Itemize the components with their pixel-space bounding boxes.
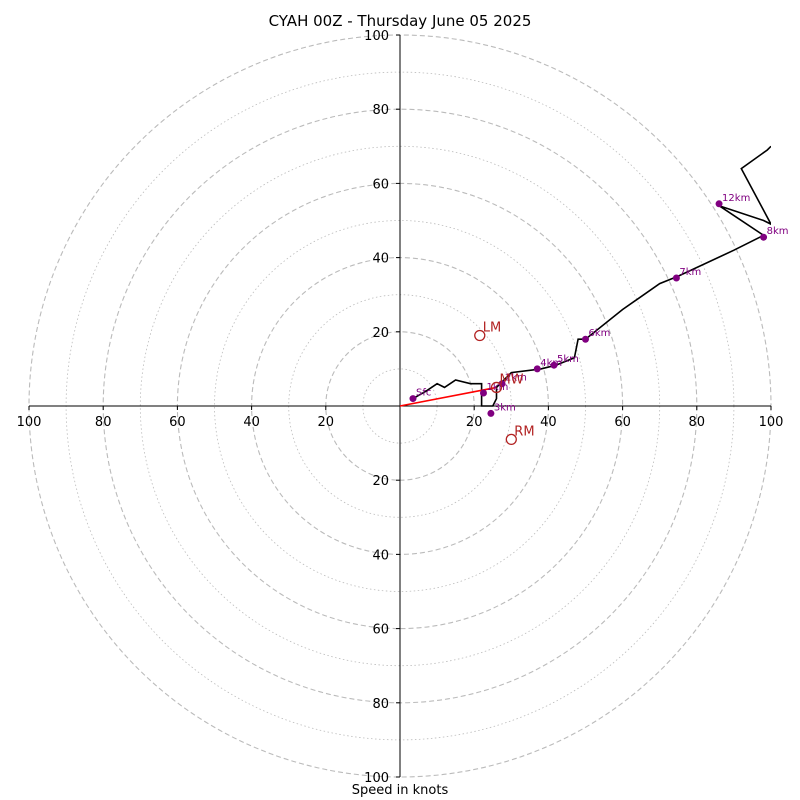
height-marker bbox=[582, 335, 589, 343]
height-marker-label: 2km bbox=[505, 373, 527, 384]
height-marker bbox=[760, 233, 768, 241]
storm-motion-label: RM bbox=[514, 424, 534, 439]
y-tick-label: 80 bbox=[372, 697, 389, 712]
height-marker-label: 7km bbox=[679, 267, 701, 278]
height-marker-label: 1km bbox=[486, 382, 508, 393]
height-marker-label: 3km bbox=[494, 402, 516, 413]
chart-title: CYAH 00Z - Thursday June 05 2025 bbox=[268, 12, 532, 30]
x-tick-label: 20 bbox=[318, 415, 335, 430]
height-marker-label: 12km bbox=[722, 193, 750, 204]
x-tick-label: 20 bbox=[466, 415, 483, 430]
y-tick-label: 60 bbox=[372, 623, 389, 638]
storm-motion-marker bbox=[505, 433, 517, 446]
x-tick-label: 60 bbox=[614, 415, 631, 430]
height-marker bbox=[550, 361, 558, 369]
y-tick-label: 100 bbox=[364, 771, 389, 786]
shear-vector bbox=[399, 386, 497, 407]
y-tick-label: 60 bbox=[372, 177, 389, 192]
storm-motion-marker bbox=[490, 381, 503, 394]
x-tick-label: 80 bbox=[95, 415, 112, 430]
y-tick-label: 100 bbox=[364, 29, 389, 44]
height-marker-label: 5km bbox=[557, 354, 579, 365]
storm-motion-label: MW bbox=[499, 372, 523, 387]
x-axis-label: Speed in knots bbox=[351, 783, 449, 798]
storm-motion-label: LM bbox=[483, 321, 501, 336]
y-tick-label: 40 bbox=[372, 548, 389, 563]
hodograph-trace bbox=[412, 145, 771, 407]
x-tick-label: 40 bbox=[243, 415, 260, 430]
height-marker bbox=[409, 395, 417, 403]
height-marker bbox=[672, 274, 680, 282]
height-marker bbox=[533, 365, 541, 373]
height-marker bbox=[479, 389, 487, 397]
height-marker bbox=[498, 380, 506, 388]
height-marker-label: 8km bbox=[767, 226, 789, 237]
height-marker bbox=[487, 409, 495, 417]
y-tick-label: 80 bbox=[372, 103, 389, 118]
x-tick-label: 80 bbox=[689, 415, 706, 430]
y-tick-label: 40 bbox=[372, 252, 389, 267]
height-marker bbox=[715, 200, 723, 208]
x-tick-label: 60 bbox=[169, 415, 186, 430]
height-marker-label: 6km bbox=[589, 328, 611, 339]
height-marker-label: Sfc bbox=[416, 388, 431, 399]
storm-motion-marker bbox=[474, 329, 486, 342]
y-tick-label: 20 bbox=[372, 326, 389, 341]
x-tick-label: 40 bbox=[540, 415, 557, 430]
x-tick-label: 100 bbox=[759, 415, 784, 430]
y-tick-label: 20 bbox=[372, 474, 389, 489]
x-tick-label: 100 bbox=[17, 415, 42, 430]
